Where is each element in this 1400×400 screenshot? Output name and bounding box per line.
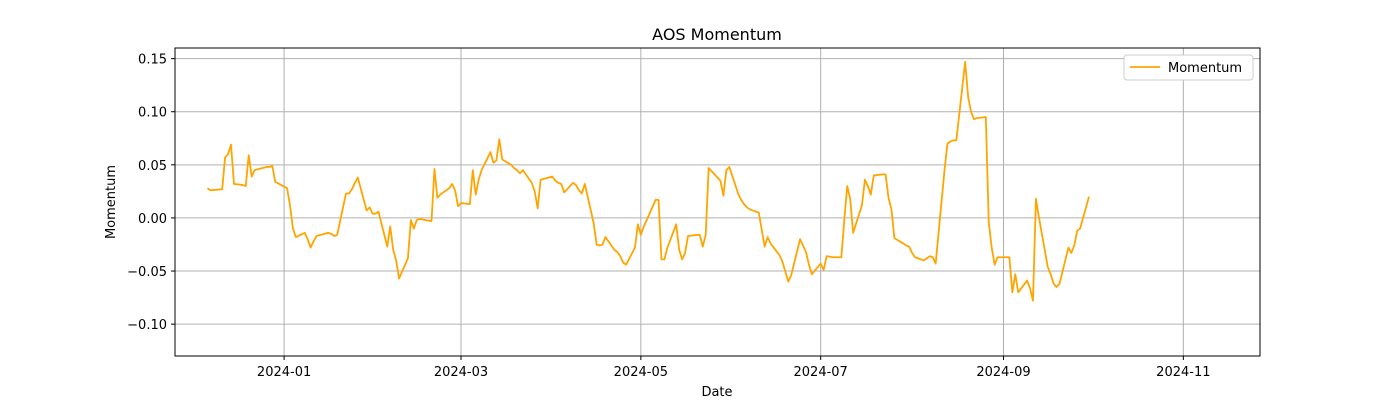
x-tick-label: 2024-03 bbox=[434, 365, 488, 380]
y-tick-label: −0.10 bbox=[127, 318, 167, 333]
plot-frame bbox=[174, 47, 1261, 357]
x-tick-label: 2024-05 bbox=[614, 365, 668, 380]
y-tick-label: 0.00 bbox=[138, 212, 167, 227]
legend-box bbox=[1123, 54, 1254, 81]
x-axis: 2024-01 2024-03 2024-05 2024-07 2024-09 2024-… bbox=[257, 356, 1211, 380]
chart-title: AOS Momentum bbox=[652, 25, 782, 44]
legend-label-momentum: Momentum bbox=[1168, 61, 1242, 76]
y-axis: −0.10 −0.05 0.00 0.05 0.10 0.15 bbox=[127, 53, 175, 333]
x-tick-label: 2024-09 bbox=[976, 365, 1030, 380]
y-tick-label: 0.15 bbox=[138, 53, 167, 68]
grid bbox=[175, 48, 1260, 356]
legend: Momentum bbox=[1123, 54, 1254, 81]
x-tick-label: 2024-07 bbox=[794, 365, 848, 380]
series-line-momentum bbox=[206, 60, 1090, 302]
y-tick-label: −0.05 bbox=[127, 265, 167, 280]
x-axis-label: Date bbox=[701, 385, 732, 400]
y-axis-label: Momentum bbox=[104, 165, 119, 239]
y-tick-label: 0.10 bbox=[138, 106, 167, 121]
x-tick-label: 2024-01 bbox=[257, 365, 311, 380]
y-tick-label: 0.05 bbox=[138, 159, 167, 174]
x-tick-label: 2024-11 bbox=[1156, 365, 1210, 380]
